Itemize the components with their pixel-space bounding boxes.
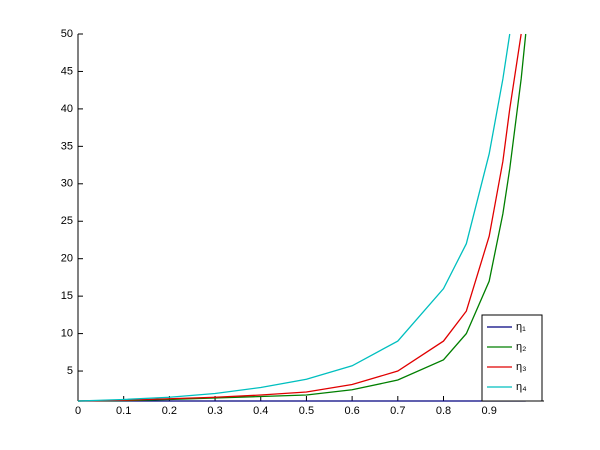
x-tick-label: 0.7 xyxy=(390,405,405,417)
y-tick-label: 35 xyxy=(61,140,73,152)
y-tick-label: 30 xyxy=(61,178,73,190)
legend-label: η₃ xyxy=(516,361,527,373)
y-tick-label: 15 xyxy=(61,290,73,302)
y-tick-label: 45 xyxy=(61,65,73,77)
x-tick-label: 0.8 xyxy=(436,405,451,417)
x-tick-label: 0.1 xyxy=(116,405,131,417)
legend-label: η₁ xyxy=(516,321,526,333)
legend-box xyxy=(481,314,543,402)
legend-label: η₂ xyxy=(516,341,526,353)
line-series xyxy=(77,33,527,402)
y-tick-label: 40 xyxy=(61,103,73,115)
x-tick-label: 0.3 xyxy=(207,405,222,417)
line-series xyxy=(77,33,522,402)
x-tick-label: 0.9 xyxy=(482,405,497,417)
x-tick-label: 0.4 xyxy=(253,405,268,417)
y-tick-label: 5 xyxy=(67,365,73,377)
x-tick-label: 0.5 xyxy=(299,405,314,417)
line-series xyxy=(77,33,511,402)
legend-label: η₄ xyxy=(516,381,527,393)
x-tick-label: 0.2 xyxy=(162,405,177,417)
y-tick-label: 25 xyxy=(61,215,73,227)
y-tick-label: 20 xyxy=(61,253,73,265)
y-tick-label: 10 xyxy=(61,327,73,339)
x-tick-label: 0.6 xyxy=(344,405,359,417)
y-tick-label: 50 xyxy=(61,28,73,40)
x-tick-label: 0 xyxy=(75,405,81,417)
